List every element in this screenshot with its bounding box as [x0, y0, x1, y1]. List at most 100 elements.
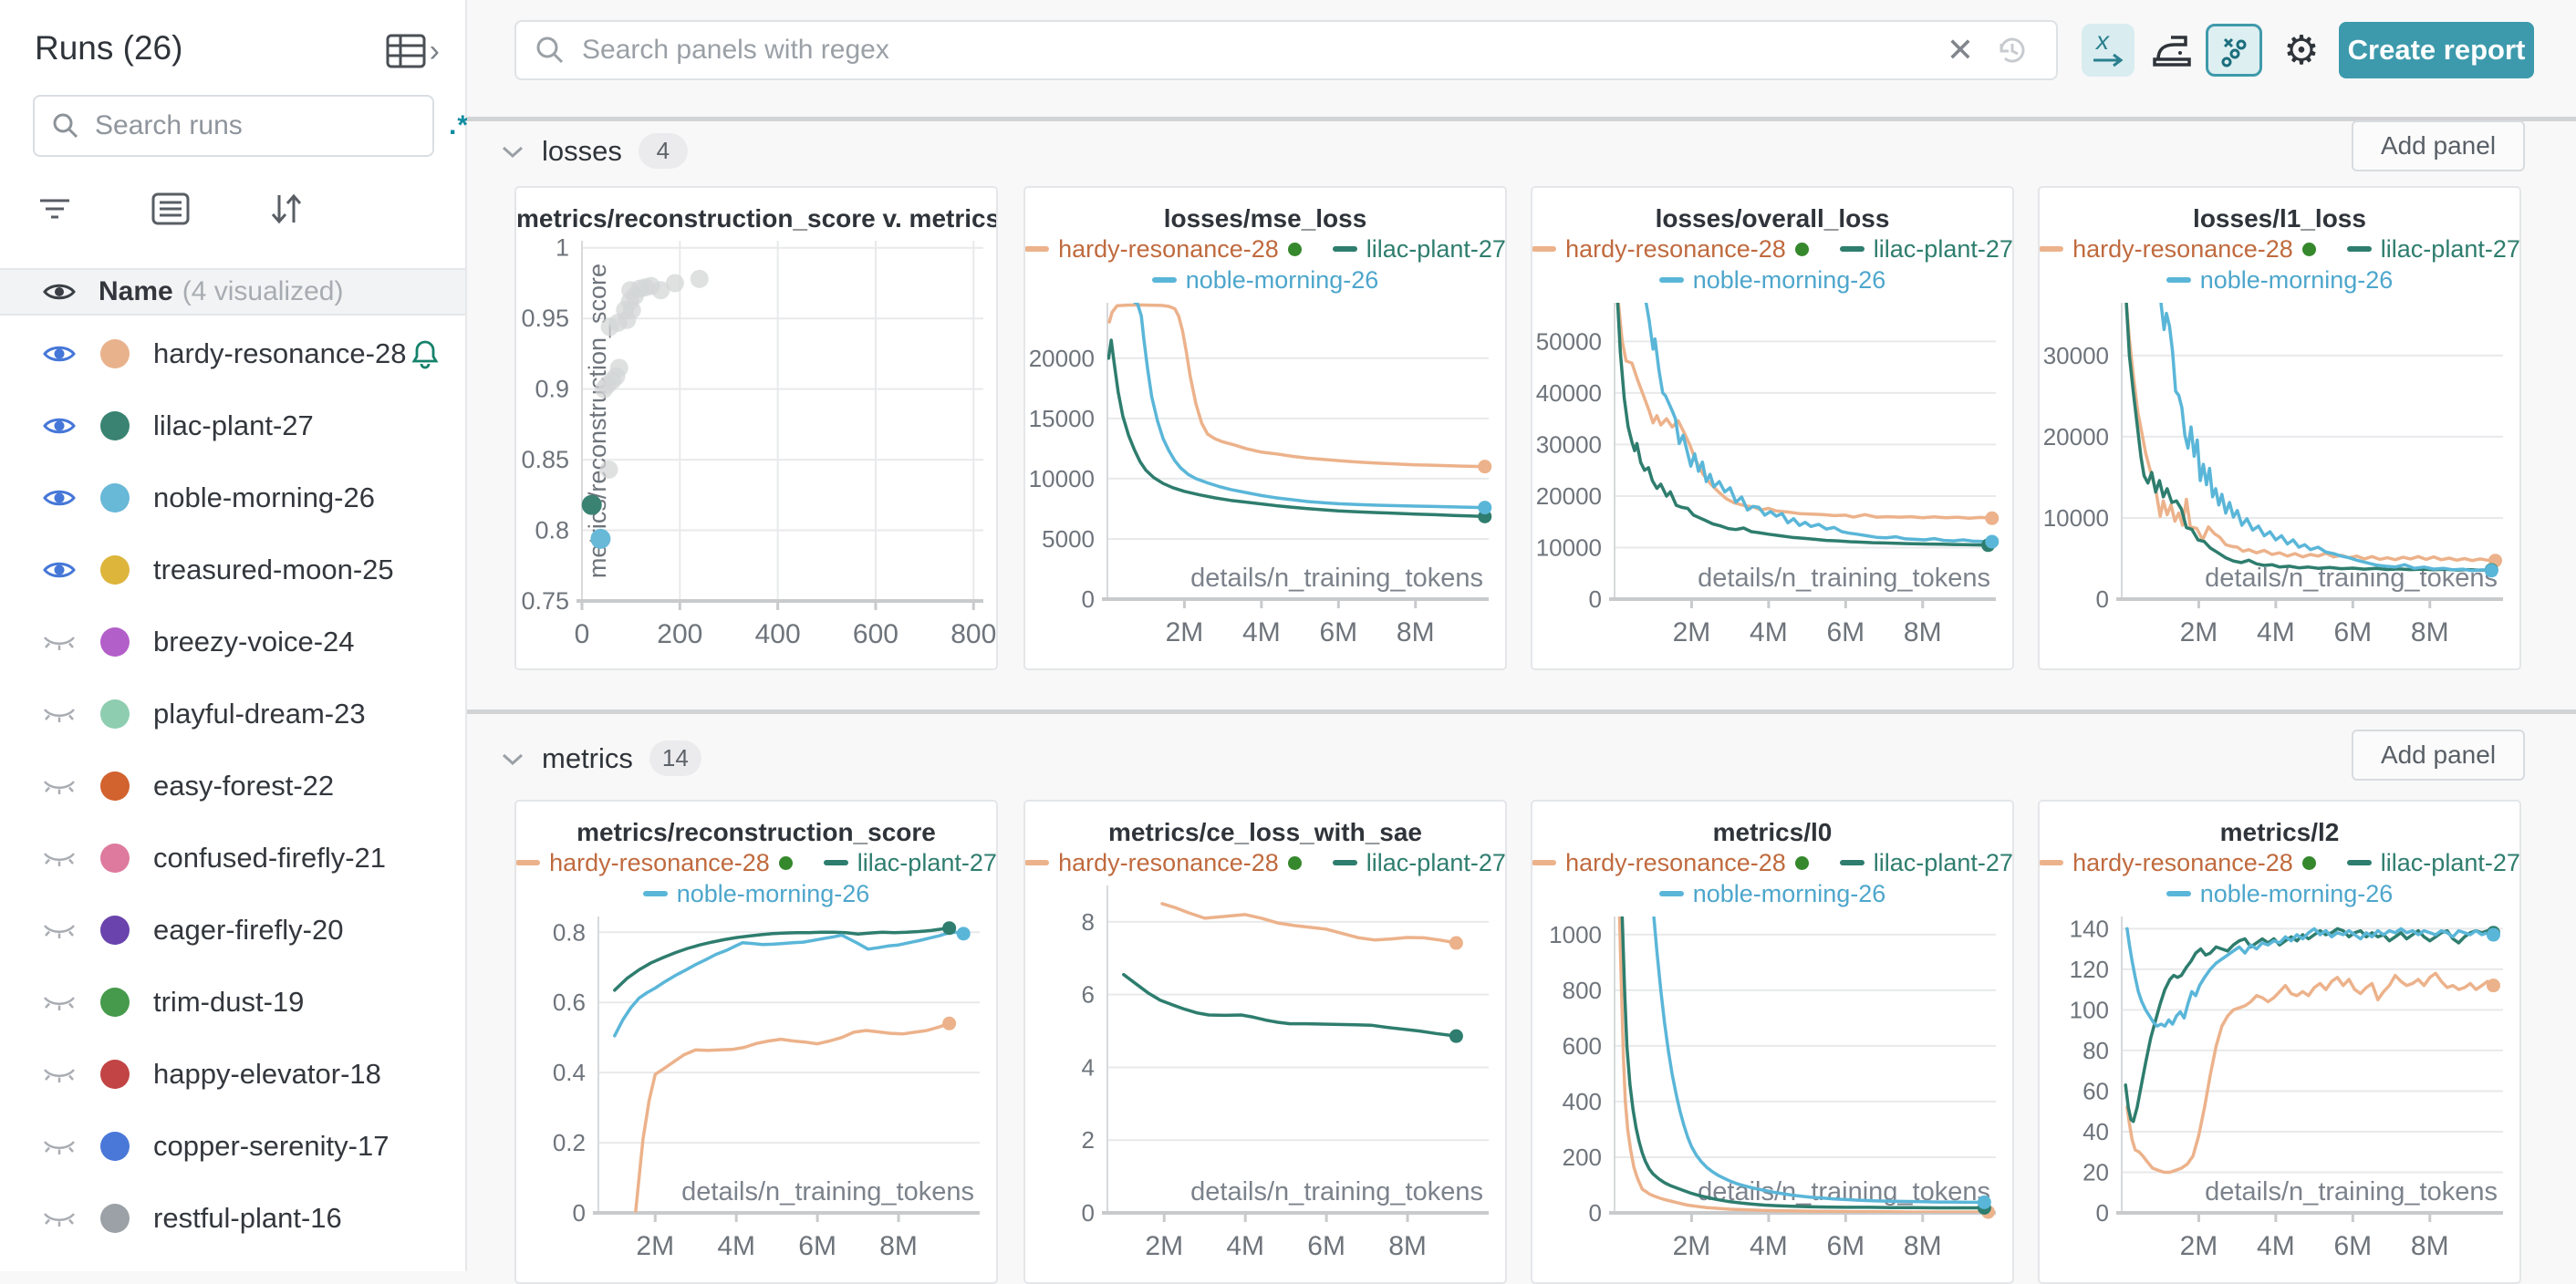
section-header-losses[interactable]: losses 4 — [500, 133, 688, 169]
panel-search-input[interactable] — [580, 34, 1934, 67]
run-name[interactable]: happy-elevator-18 — [153, 1057, 381, 1090]
section-header-metrics[interactable]: metrics 14 — [500, 740, 701, 776]
eye-closed-icon[interactable] — [42, 1134, 77, 1158]
eye-closed-icon[interactable] — [42, 1062, 77, 1086]
run-name[interactable]: trim-dust-19 — [153, 985, 305, 1018]
legend-item[interactable]: lilac-plant-27 — [1332, 235, 1505, 264]
sort-icon[interactable] — [268, 192, 305, 226]
outliers-toggle-button[interactable] — [2206, 24, 2262, 77]
run-name[interactable]: hardy-resonance-28 — [153, 337, 407, 369]
run-row[interactable]: hardy-resonance-28 — [0, 317, 465, 389]
add-panel-button-losses[interactable]: Add panel — [2352, 120, 2525, 171]
run-name[interactable]: playful-dream-23 — [153, 697, 366, 730]
eye-closed-icon[interactable] — [42, 846, 77, 870]
eye-closed-icon[interactable] — [42, 774, 77, 798]
legend-item[interactable]: noble-morning-26 — [2166, 266, 2393, 295]
history-icon[interactable] — [1987, 32, 2038, 68]
x-axis-settings-button[interactable]: x — [2082, 24, 2135, 77]
run-row[interactable]: confused-firefly-21 — [0, 822, 465, 894]
eye-closed-icon[interactable] — [42, 702, 77, 726]
run-name[interactable]: restful-plant-16 — [153, 1201, 342, 1234]
run-row[interactable]: playful-dream-23 — [0, 678, 465, 750]
chart-panel[interactable]: metrics/reconstruction_score v. metrics/… — [514, 186, 998, 670]
run-search-input[interactable] — [93, 109, 449, 142]
legend-item[interactable]: lilac-plant-27 — [1332, 849, 1505, 877]
clear-search-icon[interactable]: ✕ — [1946, 31, 1974, 68]
legend-item[interactable]: hardy-resonance-28 — [2040, 849, 2316, 877]
run-name[interactable]: copper-serenity-17 — [153, 1129, 390, 1162]
runs-table-toggle[interactable]: › — [386, 33, 440, 69]
legend-dash — [1532, 246, 1557, 252]
legend-item[interactable]: noble-morning-26 — [2166, 880, 2393, 908]
settings-gear-icon[interactable]: ⚙ — [2283, 27, 2320, 73]
chart-panel[interactable]: losses/mse_loss hardy-resonance-28 lilac-p… — [1023, 186, 1507, 670]
runs-sidebar: Runs (26) › .* Name (4 visualized) hardy… — [0, 0, 470, 1271]
run-name[interactable]: lilac-plant-27 — [153, 409, 314, 441]
bell-icon[interactable] — [410, 338, 440, 369]
run-name[interactable]: easy-forest-22 — [153, 769, 335, 802]
run-name[interactable]: treasured-moon-25 — [153, 553, 394, 585]
eye-closed-icon[interactable] — [42, 1206, 77, 1230]
legend-item[interactable]: noble-morning-26 — [1658, 266, 1885, 295]
eye-open-icon[interactable] — [42, 414, 77, 438]
run-row[interactable]: restful-plant-16 — [0, 1182, 465, 1254]
run-row[interactable]: eager-firefly-20 — [0, 894, 465, 966]
legend-item[interactable]: hardy-resonance-28 — [2040, 235, 2316, 264]
svg-text:600: 600 — [853, 619, 898, 649]
legend-item[interactable]: hardy-resonance-28 — [516, 849, 793, 877]
run-row[interactable]: noble-morning-26 — [0, 461, 465, 533]
add-panel-button-metrics[interactable]: Add panel — [2352, 730, 2525, 781]
smoothing-iron-icon[interactable] — [2145, 24, 2198, 77]
run-name[interactable]: confused-firefly-21 — [153, 841, 387, 874]
legend-item[interactable]: hardy-resonance-28 — [1025, 849, 1302, 877]
legend-item[interactable]: lilac-plant-27 — [2346, 235, 2519, 264]
regex-toggle[interactable]: .* — [449, 110, 470, 140]
svg-text:6M: 6M — [2333, 1231, 2372, 1261]
eye-closed-icon[interactable] — [42, 918, 77, 942]
chart-panel[interactable]: losses/l1_loss hardy-resonance-28 lilac-pl… — [2038, 186, 2521, 670]
run-row[interactable]: lilac-plant-27 — [0, 389, 465, 461]
legend-dash — [1151, 277, 1177, 283]
chevron-down-icon — [500, 143, 525, 160]
legend-item[interactable]: noble-morning-26 — [1151, 266, 1378, 295]
legend-item[interactable]: hardy-resonance-28 — [1025, 235, 1302, 264]
eye-icon — [42, 280, 77, 304]
chart-panel[interactable]: metrics/l0 hardy-resonance-28 lilac-plant-… — [1531, 800, 2014, 1284]
chart-plot: 0 5000 10000 15000 20000 2M 4M 6M 8M details/n_tr… — [1029, 303, 1492, 647]
eye-open-icon[interactable] — [42, 486, 77, 510]
legend-item[interactable]: lilac-plant-27 — [1839, 235, 2012, 264]
svg-text:8M: 8M — [2411, 617, 2449, 647]
run-row[interactable]: copper-serenity-17 — [0, 1110, 465, 1182]
chart-panel[interactable]: metrics/ce_loss_with_sae hardy-resonance-… — [1023, 800, 1507, 1284]
run-name[interactable]: noble-morning-26 — [153, 481, 375, 513]
svg-text:6M: 6M — [1319, 617, 1357, 647]
run-row[interactable]: treasured-moon-25 — [0, 533, 465, 606]
legend-item[interactable]: noble-morning-26 — [642, 880, 869, 908]
run-row[interactable]: happy-elevator-18 — [0, 1038, 465, 1110]
run-name[interactable]: eager-firefly-20 — [153, 913, 344, 946]
legend-item[interactable]: lilac-plant-27 — [2346, 849, 2519, 877]
eye-open-icon[interactable] — [42, 558, 77, 582]
legend-item[interactable]: lilac-plant-27 — [823, 849, 996, 877]
eye-closed-icon[interactable] — [42, 990, 77, 1014]
legend-dash — [2040, 860, 2064, 865]
legend-item[interactable]: noble-morning-26 — [1658, 880, 1885, 908]
run-row[interactable]: easy-forest-22 — [0, 750, 465, 822]
list-settings-icon[interactable] — [151, 192, 190, 225]
run-name[interactable]: breezy-voice-24 — [153, 625, 355, 658]
legend-item[interactable]: hardy-resonance-28 — [1532, 235, 1809, 264]
run-row[interactable]: breezy-voice-24 — [0, 606, 465, 678]
filter-icon[interactable] — [36, 193, 73, 224]
run-row[interactable]: trim-dust-19 — [0, 966, 465, 1038]
chart-panel[interactable]: metrics/l2 hardy-resonance-28 lilac-plant-… — [2038, 800, 2521, 1284]
eye-closed-icon[interactable] — [42, 630, 77, 654]
run-list-header[interactable]: Name (4 visualized) — [0, 268, 465, 316]
create-report-button[interactable]: Create report — [2339, 22, 2534, 78]
chart-panel[interactable]: metrics/reconstruction_score hardy-resona… — [514, 800, 998, 1284]
svg-text:8: 8 — [1082, 908, 1095, 936]
legend-item[interactable]: lilac-plant-27 — [1839, 849, 2012, 877]
chart-title: losses/l1_loss — [2193, 204, 2366, 233]
chart-panel[interactable]: losses/overall_loss hardy-resonance-28 lil… — [1531, 186, 2014, 670]
eye-open-icon[interactable] — [42, 342, 77, 366]
legend-item[interactable]: hardy-resonance-28 — [1532, 849, 1809, 877]
